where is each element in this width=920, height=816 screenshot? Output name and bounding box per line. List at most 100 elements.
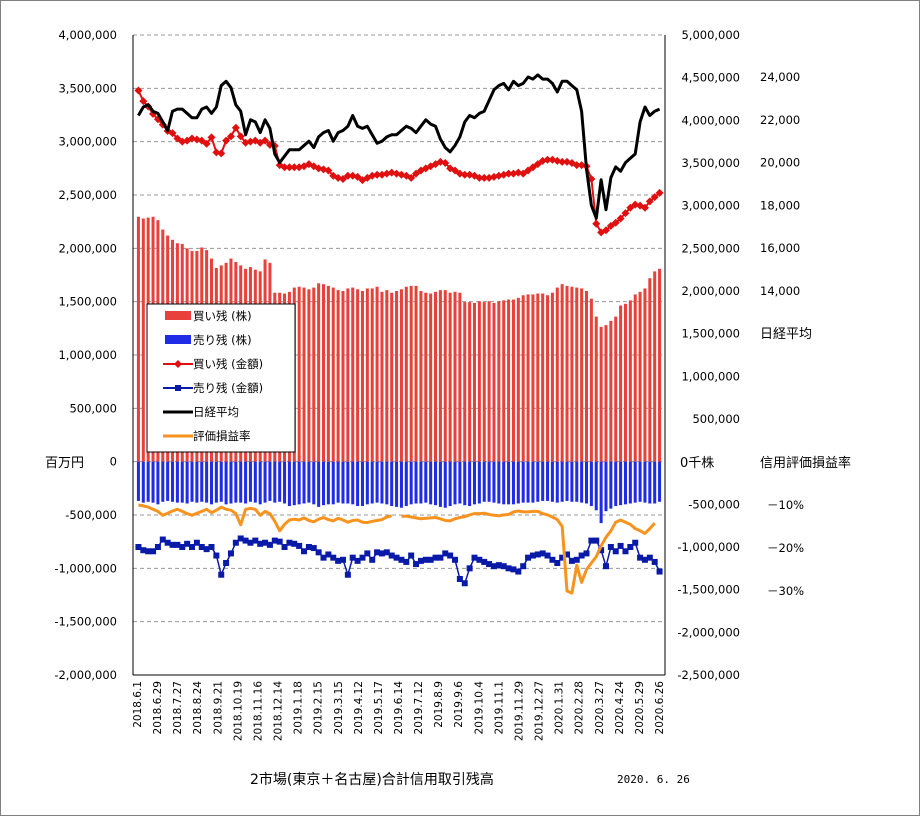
sell-amount-point: [437, 554, 444, 561]
buy-shares-bar: [565, 285, 569, 462]
sell-shares-bar: [360, 461, 364, 507]
sell-amount-point: [422, 556, 429, 563]
buy-amount-point: [480, 173, 489, 182]
sell-shares-bar: [253, 461, 257, 503]
legend-marker: [175, 385, 181, 391]
sell-shares-bar: [346, 461, 350, 504]
nikkei-tick-label: 18,000: [760, 198, 800, 212]
buy-shares-bar: [346, 288, 350, 462]
buy-shares-bar: [404, 286, 408, 462]
left-axis-ticks: 4,000,000 3,500,000 3,000,000 2,500,000 2,00…: [54, 28, 117, 682]
sell-shares-bar: [648, 461, 652, 504]
sell-shares-bar: [482, 461, 486, 502]
buy-shares-bar: [468, 302, 472, 462]
buy-shares-bar: [380, 291, 384, 462]
sell-amount-point: [154, 544, 161, 550]
sell-shares-bar: [546, 461, 550, 501]
sell-shares-bar: [214, 461, 218, 503]
x-tick-label: 2019.11.1: [493, 681, 505, 734]
sell-amount-point: [456, 576, 463, 582]
sell-amount-point: [271, 537, 278, 544]
buy-shares-bar: [560, 284, 564, 462]
sell-amount-point: [369, 556, 376, 563]
sell-shares-bar: [190, 461, 194, 502]
right-tick-label: 5,000,000: [681, 28, 740, 42]
x-tick-label: 2019.9.6: [453, 681, 465, 728]
legend-marker: [174, 360, 182, 368]
sell-amount-point: [193, 539, 200, 546]
right-tick-label: 2,000,000: [681, 284, 740, 298]
sell-amount-point: [476, 556, 483, 563]
sell-shares-bar: [623, 461, 627, 505]
sell-amount-point: [218, 571, 225, 578]
buy-shares-bar: [385, 290, 389, 462]
sell-shares-bar: [278, 461, 282, 502]
buy-amount-point: [504, 169, 513, 178]
buy-amount-point: [222, 136, 231, 145]
right-tick-label: 4,000,000: [681, 113, 740, 127]
buy-shares-bar: [312, 287, 316, 462]
sell-shares-bar: [531, 461, 535, 503]
sell-shares-bar: [448, 461, 452, 507]
sell-shares-bar: [536, 461, 540, 502]
sell-shares-bar: [336, 461, 340, 503]
sell-shares-bar: [268, 461, 272, 501]
sell-shares-bar: [209, 461, 214, 505]
sell-shares-bar: [550, 461, 554, 502]
sell-amount-point: [344, 571, 351, 578]
sell-shares-bar: [399, 461, 403, 508]
sell-amount-point: [145, 548, 152, 555]
sell-amount-point: [637, 554, 644, 561]
buy-shares-bar: [307, 289, 311, 462]
sell-amount-point: [554, 560, 561, 566]
buy-shares-bar: [438, 290, 442, 462]
sell-amount-point: [564, 551, 571, 558]
sell-amount-point: [169, 541, 176, 548]
buy-amount-point: [343, 171, 352, 180]
sell-amount-point: [515, 568, 522, 575]
sell-amount-point: [257, 540, 264, 547]
sell-shares-bar: [414, 461, 418, 504]
sell-shares-bar: [438, 461, 442, 507]
buy-shares-bar: [502, 300, 506, 462]
sell-shares-bar: [434, 461, 438, 506]
sell-amount-point: [286, 539, 293, 546]
buy-shares-bar: [575, 287, 579, 462]
sell-shares-bar: [604, 461, 608, 512]
sell-shares-bar: [273, 461, 277, 503]
sell-shares-bar: [146, 461, 150, 502]
buy-shares-bar: [414, 285, 418, 462]
sell-amount-point: [656, 568, 663, 575]
buy-amount-point: [533, 160, 542, 169]
buy-amount-point: [168, 129, 177, 138]
sell-shares-bar: [292, 461, 296, 506]
right-axis-unit: 0千株: [680, 456, 714, 471]
sell-shares-bar: [555, 461, 559, 503]
ratio-axis-name: 信用評価損益率: [760, 455, 851, 471]
sell-shares-bar: [200, 461, 204, 502]
buy-amount-point: [236, 132, 245, 141]
legend-label: 買い残 (金額): [193, 357, 263, 371]
sell-shares-bar: [239, 461, 243, 503]
x-tick-label: 2020.2.28: [574, 681, 586, 734]
sell-shares-bar: [248, 461, 252, 502]
sell-amount-point: [164, 539, 171, 546]
buy-shares-bar: [614, 316, 618, 462]
sell-amount-point: [646, 554, 653, 561]
sell-shares-bar: [317, 461, 321, 507]
sell-shares-bar: [409, 461, 413, 505]
nikkei-tick-label: 22,000: [760, 113, 800, 127]
left-tick-label: -1,500,000: [54, 615, 117, 629]
buy-shares-bar: [434, 291, 438, 462]
sell-amount-point: [622, 548, 629, 555]
sell-amount-point: [651, 558, 658, 565]
sell-amount-point: [447, 552, 454, 559]
buy-shares-bar: [390, 292, 394, 462]
buy-shares-bar: [341, 291, 345, 462]
buy-shares-bar: [370, 288, 374, 462]
x-tick-label: 2018.10.19: [232, 681, 244, 741]
sell-shares-bar: [584, 461, 589, 504]
buy-shares-bar: [395, 291, 399, 462]
x-tick-label: 2018.9.21: [212, 681, 224, 734]
buy-shares-bar: [648, 278, 652, 462]
